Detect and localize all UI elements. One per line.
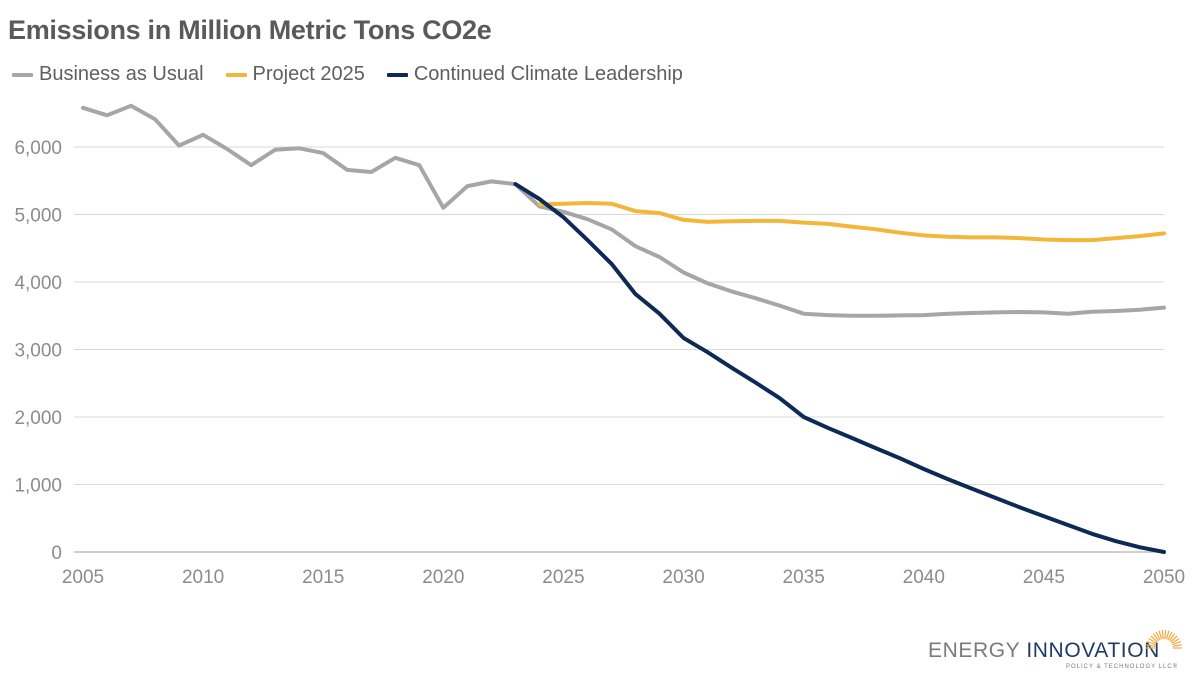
sunburst-ray — [1171, 637, 1180, 644]
x-tick-label-2045: 2045 — [1023, 567, 1065, 588]
x-tick-label-2010: 2010 — [182, 567, 224, 588]
y-tick-label-1: 1,000 — [14, 476, 62, 497]
sunburst-ray — [1148, 637, 1157, 644]
x-tick-label-2005: 2005 — [62, 567, 104, 588]
sunburst-ray — [1172, 640, 1182, 646]
x-tick-label-2040: 2040 — [903, 567, 945, 588]
sunburst-ray — [1158, 630, 1163, 640]
sunburst-ray — [1167, 631, 1173, 641]
sunburst-ray — [1146, 640, 1156, 646]
legend-swatch-continued-climate-leadership — [386, 72, 408, 77]
sunburst-ray — [1150, 635, 1158, 643]
y-tick-label-5: 5,000 — [14, 206, 62, 227]
sunburst-ray — [1152, 633, 1160, 642]
logo-tagline: POLICY & TECHNOLOGY LLC® — [1066, 664, 1179, 670]
logo-wordmark: ENERGY INNOVATION — [928, 639, 1160, 663]
legend-item-project-2025: Project 2025 — [225, 63, 365, 86]
x-tick-label-2050: 2050 — [1143, 567, 1185, 588]
x-tick-label-2030: 2030 — [662, 567, 704, 588]
series-line-project-2025 — [537, 201, 1166, 243]
series-line-business-as-usual — [81, 103, 1166, 318]
chart-title: Emissions in Million Metric Tons CO2e — [8, 15, 492, 45]
legend-label-project-2025: Project 2025 — [252, 63, 365, 85]
sunburst-ray — [1165, 630, 1170, 640]
legend-item-continued-climate-leadership: Continued Climate Leadership — [386, 63, 683, 86]
x-tick-label-2025: 2025 — [542, 567, 584, 588]
y-tick-label-3: 3,000 — [14, 341, 62, 362]
sunburst-ray — [1172, 644, 1182, 647]
legend-label-continued-climate-leadership: Continued Climate Leadership — [413, 63, 683, 85]
legend-swatch-project-2025 — [225, 72, 247, 77]
sunburst-ray — [1155, 631, 1161, 641]
sunburst-ray — [1146, 644, 1156, 647]
sunburst-ray — [1170, 635, 1178, 643]
legend: Business as Usual Project 2025 Continued… — [12, 63, 705, 86]
sunburst-ray — [1164, 630, 1167, 640]
x-tick-label-2035: 2035 — [783, 567, 825, 588]
series-line-continued-climate-leadership — [513, 182, 1166, 554]
sunburst-ray — [1168, 633, 1176, 642]
y-tick-label-4: 4,000 — [14, 273, 62, 294]
logo-name-part2: INNOVATION — [1026, 639, 1160, 662]
y-tick-label-2: 2,000 — [14, 408, 62, 429]
sunburst-ray — [1161, 630, 1164, 640]
legend-item-business-as-usual: Business as Usual — [12, 63, 204, 86]
sunburst-icon — [1146, 630, 1182, 649]
energy-innovation-logo: ENERGY INNOVATION POLICY & TECHNOLOGY LL… — [928, 618, 1190, 674]
y-tick-label-0: 0 — [51, 543, 62, 564]
x-tick-label-2020: 2020 — [422, 567, 464, 588]
legend-swatch-business-as-usual — [12, 72, 33, 77]
logo-name-part1: ENERGY — [928, 639, 1020, 662]
x-tick-label-2015: 2015 — [302, 567, 344, 588]
legend-label-business-as-usual: Business as Usual — [39, 63, 204, 85]
y-tick-label-6: 6,000 — [14, 138, 62, 159]
